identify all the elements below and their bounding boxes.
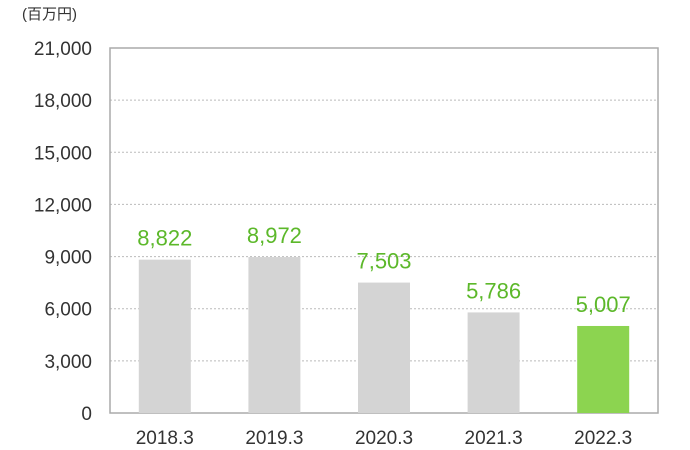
bar bbox=[467, 312, 520, 413]
y-tick-label: 0 bbox=[81, 404, 92, 425]
x-tick-label: 2019.3 bbox=[245, 428, 303, 449]
x-tick-label: 2018.3 bbox=[136, 428, 194, 449]
y-tick-label: 6,000 bbox=[44, 300, 92, 321]
bar bbox=[358, 282, 410, 413]
bar bbox=[577, 325, 630, 413]
y-tick-label: 12,000 bbox=[34, 195, 92, 216]
x-tick-label: 2022.3 bbox=[574, 428, 632, 449]
value-label: 5,786 bbox=[466, 278, 521, 303]
bar bbox=[138, 259, 191, 413]
value-label: 8,972 bbox=[247, 223, 302, 248]
value-label: 5,007 bbox=[576, 292, 631, 317]
value-label: 8,822 bbox=[137, 226, 192, 251]
bar bbox=[248, 257, 301, 413]
unit-label: (百万円) bbox=[22, 6, 77, 23]
x-tick-label: 2021.3 bbox=[465, 428, 523, 449]
y-tick-label: 18,000 bbox=[34, 91, 92, 112]
value-label: 7,503 bbox=[356, 249, 411, 274]
y-tick-label: 3,000 bbox=[44, 352, 92, 373]
y-tick-label: 21,000 bbox=[34, 39, 92, 60]
y-tick-label: 15,000 bbox=[34, 143, 92, 164]
y-tick-label: 9,000 bbox=[44, 248, 92, 269]
x-tick-label: 2020.3 bbox=[355, 428, 413, 449]
